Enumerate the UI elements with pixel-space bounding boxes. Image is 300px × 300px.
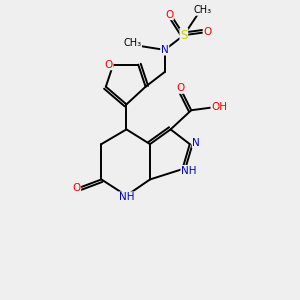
Text: CH₃: CH₃ [123,38,141,47]
Text: O: O [165,10,173,20]
Text: O: O [72,183,80,193]
Text: O: O [105,60,113,70]
Text: N: N [161,45,169,55]
Text: O: O [177,83,185,93]
Text: CH₃: CH₃ [194,5,212,15]
Text: N: N [192,138,200,148]
Text: S: S [180,29,188,42]
Text: OH: OH [211,102,227,112]
Text: NH: NH [119,192,134,202]
Text: NH: NH [181,166,196,176]
Text: O: O [203,27,211,37]
